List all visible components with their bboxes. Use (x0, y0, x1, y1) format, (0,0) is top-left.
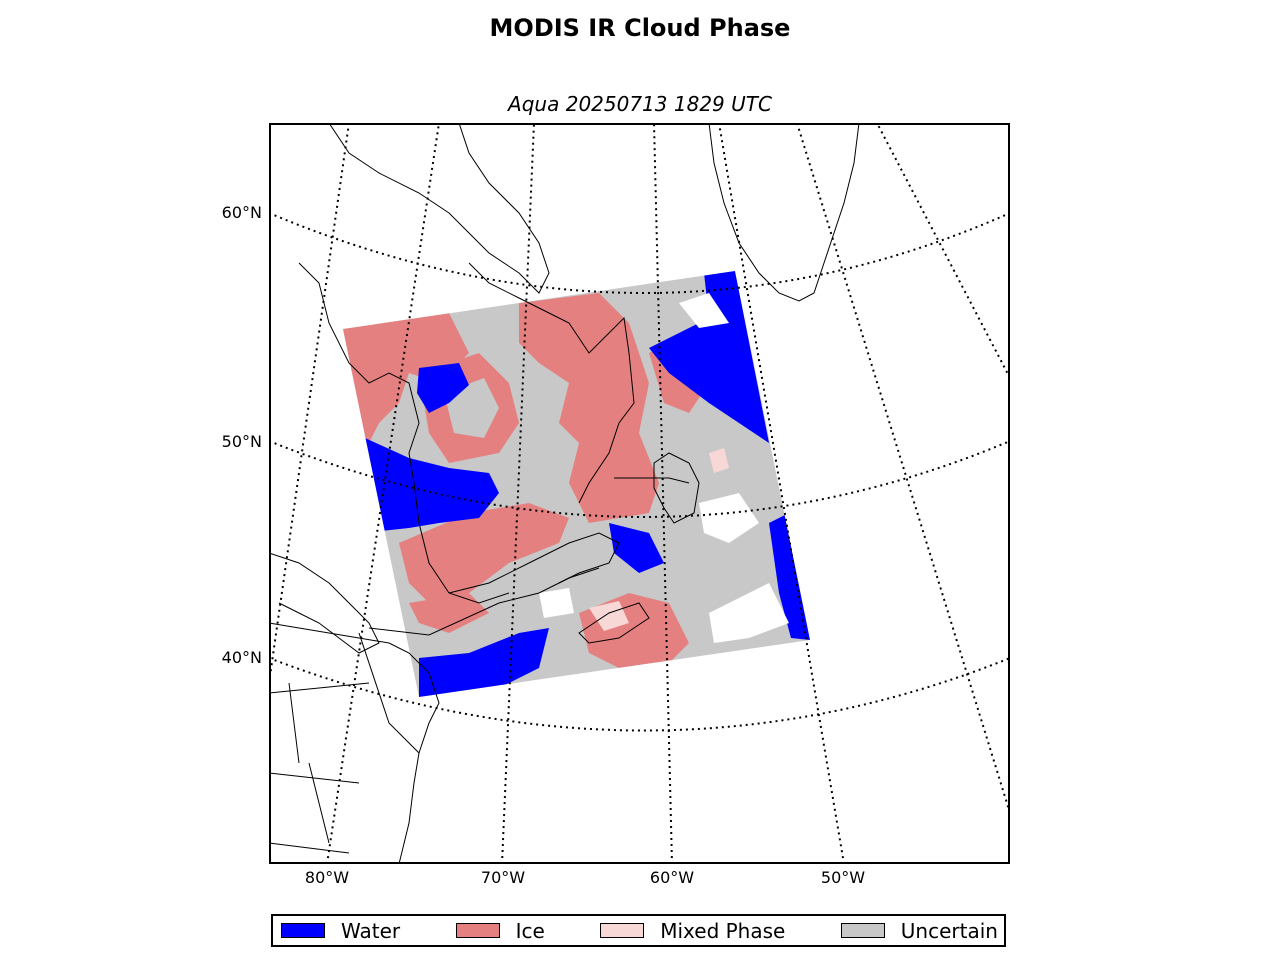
lon-label-80w: 80°W (304, 868, 350, 887)
lon-label-60w: 60°W (649, 868, 695, 887)
greenland-coast (708, 123, 860, 302)
meridian-80w (326, 123, 440, 864)
water-region-west (365, 438, 499, 531)
water-region-hudson-bay (417, 363, 469, 413)
st-lawrence-coast (448, 532, 620, 594)
legend-swatch-uncertain (840, 923, 885, 938)
meridian-40w (796, 123, 1010, 814)
map-title: MODIS IR Cloud Phase (489, 14, 791, 42)
parallel-40n (269, 657, 1010, 732)
newfoundland-coast (653, 452, 700, 524)
legend-item-mixed-phase: Mixed Phase (600, 919, 785, 943)
meridian-90w (269, 123, 350, 684)
mixed-phase-region (589, 601, 629, 631)
lat-label-50n: 50°N (221, 432, 262, 451)
water-region-east (769, 513, 810, 640)
legend-item-ice: Ice (455, 918, 545, 943)
legend: Water Ice Mixed Phase Uncertain (271, 914, 1006, 947)
ice-region-center (519, 293, 659, 523)
ice-region-west (343, 313, 469, 453)
nova-scotia-coast (578, 602, 650, 644)
graticule (269, 123, 1010, 864)
baffin-island-coast (328, 123, 550, 294)
map-panel (269, 123, 1010, 864)
map-subtitle: Aqua 20250713 1829 UTC (508, 92, 772, 116)
canada-border (368, 567, 600, 636)
legend-label-mixed-phase: Mixed Phase (660, 918, 786, 943)
clear-patch-3 (679, 293, 729, 328)
legend-label-uncertain: Uncertain (900, 918, 998, 943)
great-lakes (269, 552, 380, 654)
ice-region-southwest (409, 593, 489, 633)
parallel-60n (269, 212, 1010, 294)
mixed-phase-region-2 (709, 448, 729, 473)
legend-item-water: Water (281, 919, 400, 943)
clear-patch-2 (709, 583, 789, 643)
labrador-coast (468, 262, 635, 504)
map-border (269, 123, 1010, 864)
legend-label-water: Water (341, 918, 401, 943)
legend-swatch-water (281, 923, 325, 938)
lon-label-50w: 50°W (820, 868, 866, 887)
us-state-lines (269, 622, 420, 854)
quebec-labrador-border (614, 477, 690, 484)
us-east-coast (388, 642, 440, 864)
parallel-50n (269, 440, 1010, 518)
map-svg (269, 123, 1010, 864)
legend-label-ice: Ice (515, 918, 545, 943)
legend-swatch-mixed-phase (600, 923, 645, 938)
water-region-labrador-sea (649, 271, 769, 443)
ice-region-south (399, 503, 569, 603)
clear-patch-1 (539, 588, 574, 618)
clear-patch-4 (699, 493, 759, 543)
legend-item-uncertain: Uncertain (840, 918, 998, 943)
lon-label-70w: 70°W (480, 868, 526, 887)
lat-label-40n: 40°N (221, 648, 262, 667)
water-region-southwest (419, 628, 549, 697)
hudson-bay-coast (298, 262, 510, 604)
water-region-gulf (609, 523, 664, 573)
coastlines (269, 123, 860, 864)
legend-swatch-ice (455, 923, 500, 938)
meridian-70w (501, 123, 535, 864)
lat-label-60n: 60°N (221, 203, 262, 222)
